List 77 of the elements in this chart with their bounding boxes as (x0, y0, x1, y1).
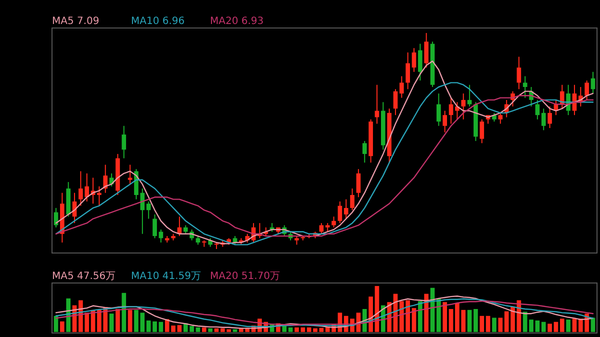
text: MA20 6.93 (210, 16, 264, 27)
text: MA5 47.56万 (52, 271, 116, 282)
candlestick (418, 43, 422, 82)
bar (448, 309, 454, 332)
candlestick (122, 125, 126, 159)
candlestick (461, 92, 466, 120)
candlestick (412, 48, 416, 72)
bar (566, 320, 570, 332)
text: MA5 7.09 (52, 16, 100, 27)
candlestick (590, 71, 596, 94)
candlestick (541, 108, 546, 131)
candlestick (442, 110, 448, 133)
bar (554, 322, 558, 332)
candlestick (338, 200, 342, 224)
bar (498, 318, 503, 332)
candlestick (350, 188, 354, 211)
candlestick (522, 76, 528, 98)
bar (306, 327, 312, 332)
candlestick (516, 56, 522, 90)
candlestick (103, 164, 108, 194)
bar (202, 327, 206, 332)
candlestick (548, 106, 552, 129)
candlestick (332, 216, 336, 228)
candlestick (344, 198, 348, 220)
text: MA10 6.96 (131, 16, 185, 27)
bar (480, 316, 484, 332)
bar (60, 321, 64, 332)
bar (313, 328, 318, 332)
bar (436, 298, 441, 332)
bar (140, 312, 145, 332)
candlestick (319, 222, 324, 234)
candlestick (134, 168, 138, 200)
candlestick (436, 92, 441, 126)
candlestick (448, 97, 454, 124)
bar (548, 324, 552, 332)
bar (541, 322, 546, 332)
bar (196, 327, 200, 332)
candlestick (480, 118, 484, 144)
candlestick (152, 214, 157, 239)
candlestick (128, 164, 132, 185)
bar (158, 322, 164, 332)
candlestick (424, 32, 428, 68)
bar (560, 318, 564, 332)
candlestick (455, 102, 460, 120)
bar (504, 311, 509, 332)
bar (122, 292, 126, 332)
bar (486, 316, 490, 332)
bar (109, 314, 114, 332)
candlestick (362, 140, 367, 164)
bar (467, 310, 472, 332)
bar (288, 327, 293, 332)
candlestick (399, 76, 404, 98)
bar (510, 306, 515, 332)
bar (177, 325, 182, 332)
bar (492, 318, 496, 332)
candlestick (535, 99, 540, 120)
candlestick (467, 84, 472, 107)
text: MA20 51.70万 (210, 271, 280, 282)
candlestick (406, 52, 410, 90)
bar (442, 302, 448, 332)
bar (535, 320, 540, 332)
candlestick (393, 88, 398, 116)
candlestick (158, 229, 164, 244)
candlestick (498, 112, 503, 124)
bar (418, 301, 422, 332)
candlestick (356, 168, 361, 198)
candlestick (146, 200, 151, 220)
bar (232, 329, 238, 332)
bar (474, 309, 478, 332)
bar (134, 310, 138, 332)
text: MA10 41.59万 (131, 271, 201, 282)
candlestick (97, 186, 102, 206)
bar (116, 309, 120, 332)
bar (128, 310, 132, 332)
bar (572, 318, 577, 332)
candlestick (584, 80, 589, 100)
bar (208, 328, 212, 332)
